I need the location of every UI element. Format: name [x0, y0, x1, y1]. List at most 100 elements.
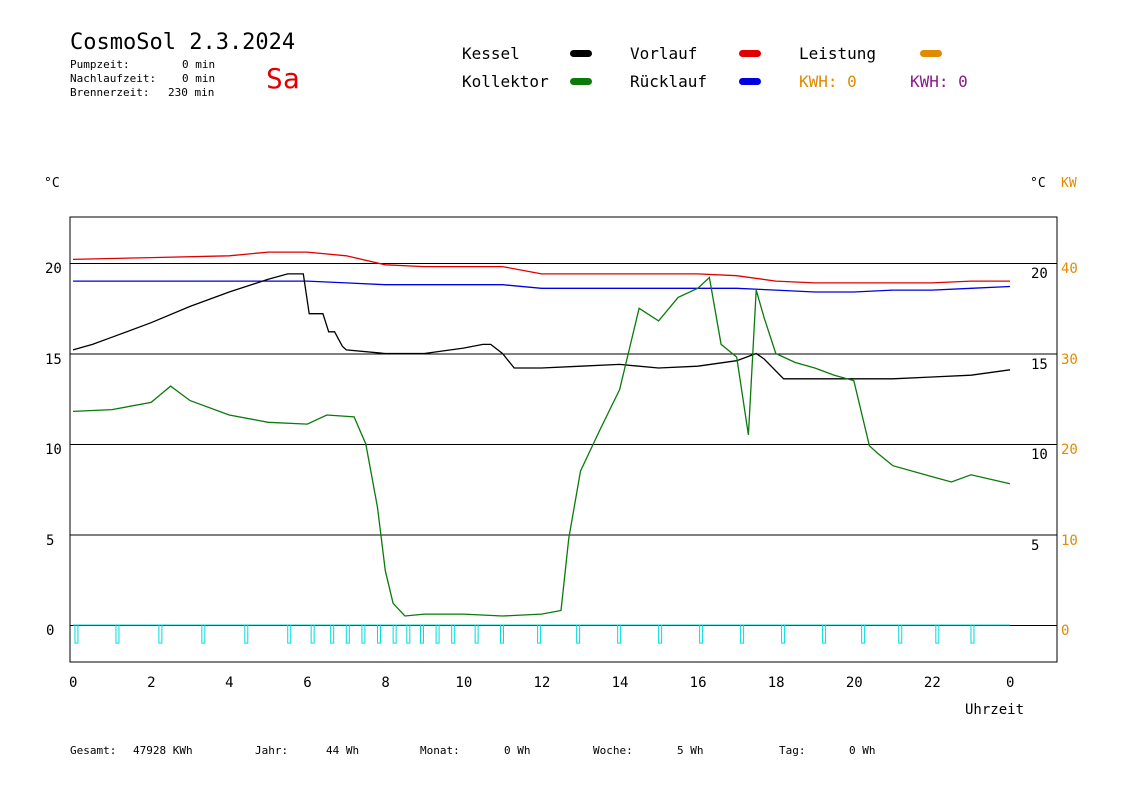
- footer-jahr-value: 44 Wh: [326, 744, 360, 757]
- x-axis-title: Uhrzeit: [965, 702, 1025, 718]
- legend-kessel-label: Kessel: [462, 44, 520, 63]
- legend-vorlauf-swatch: [739, 50, 761, 57]
- right-axis-unit-kw: KW: [1061, 176, 1077, 191]
- left-y-tick-label: 0: [46, 623, 55, 639]
- pump-pulse: [406, 624, 411, 644]
- pump-pulse: [201, 624, 206, 644]
- x-tick-label: 6: [303, 675, 312, 691]
- x-tick-label: 4: [225, 675, 234, 691]
- series-line-kollektor: [72, 276, 1011, 617]
- right-y-tick-label-kw: 30: [1061, 351, 1078, 368]
- legend-leistung-label: Leistung: [799, 44, 877, 63]
- pump-pulse: [345, 624, 350, 644]
- stat-nachlaufzeit-value: 0 min: [182, 72, 216, 85]
- stat-pumpzeit-value: 0 min: [182, 58, 216, 71]
- pump-pulse: [330, 624, 335, 644]
- right-y-tick-label-kw: 10: [1061, 532, 1078, 549]
- pump-pulse: [781, 624, 786, 644]
- footer-gesamt-value: 47928 KWh: [133, 744, 193, 757]
- footer-monat-value: 0 Wh: [504, 744, 531, 757]
- pump-pulse: [576, 624, 581, 644]
- pump-pulse: [158, 624, 163, 644]
- left-y-tick-label: 10: [45, 442, 62, 458]
- pump-pulse: [435, 624, 440, 644]
- pump-pulse: [970, 624, 975, 644]
- x-tick-label: 0: [69, 675, 78, 691]
- right-y-tick-label-celsius: 10: [1031, 447, 1048, 463]
- grid-lines: [70, 263, 1057, 626]
- x-tick-label: 2: [147, 675, 156, 691]
- legend-ruecklauf-swatch: [739, 78, 761, 85]
- pump-pulse: [74, 624, 79, 644]
- legend-kwh-leistung: KWH: 0: [799, 72, 857, 91]
- footer-gesamt-label: Gesamt:: [70, 744, 117, 757]
- series-line-kessel: [72, 273, 1011, 380]
- legend-kessel-swatch: [570, 50, 592, 57]
- x-tick-label: 0: [1006, 675, 1015, 691]
- legend-leistung-swatch: [920, 50, 942, 57]
- pump-pulse: [500, 624, 505, 644]
- right-y-tick-label-kw: 40: [1061, 261, 1078, 277]
- right-y-tick-label-celsius: 5: [1031, 537, 1040, 554]
- pump-pulse: [898, 624, 903, 644]
- pump-pulse: [419, 624, 424, 644]
- stat-brennerzeit-label: Brennerzeit:: [70, 86, 150, 99]
- pump-pulse: [361, 624, 366, 644]
- footer-woche-value: 5 Wh: [677, 744, 704, 757]
- pump-pulse: [377, 624, 382, 644]
- x-tick-label: 22: [923, 675, 941, 691]
- pump-pulse: [935, 624, 940, 644]
- left-axis-unit: °C: [44, 176, 60, 191]
- legend-kwh-second: KWH: 0: [910, 72, 968, 91]
- footer-monat-label: Monat:: [420, 744, 460, 757]
- chart-title: CosmoSol 2.3.2024: [70, 30, 296, 55]
- plot-frame: [69, 216, 1058, 663]
- pump-pulse: [451, 624, 456, 644]
- right-y-tick-label-kw: 20: [1061, 442, 1078, 458]
- pump-pulse: [699, 624, 704, 644]
- stat-brennerzeit-value: 230 min: [168, 86, 215, 99]
- footer-tag-value: 0 Wh: [849, 744, 876, 757]
- series-line-rcklauf: [73, 280, 1011, 293]
- series-line-vorlauf: [72, 251, 1010, 284]
- pump-pulse: [244, 624, 249, 644]
- right-y-tick-label-celsius: 20: [1031, 266, 1048, 282]
- legend-vorlauf-label: Vorlauf: [630, 44, 698, 63]
- pump-pulse: [474, 624, 479, 644]
- left-y-tick-label: 5: [46, 532, 55, 549]
- pump-pulse: [287, 624, 292, 644]
- left-y-tick-label: 15: [45, 351, 62, 368]
- x-tick-label: 16: [689, 675, 707, 691]
- pump-pulse: [658, 624, 663, 644]
- legend-kollektor-swatch: [570, 78, 592, 85]
- right-y-tick-label-celsius: 15: [1031, 356, 1048, 373]
- right-y-tick-label-kw: 0: [1061, 623, 1070, 639]
- stat-nachlaufzeit-label: Nachlaufzeit:: [70, 72, 157, 85]
- pump-pulse: [822, 624, 827, 644]
- pump-pulse: [861, 624, 866, 644]
- x-tick-label: 10: [455, 675, 473, 691]
- left-y-tick-label: 20: [45, 261, 62, 277]
- pump-pulse: [537, 624, 542, 644]
- legend-ruecklauf-label: Rücklauf: [630, 72, 708, 91]
- series-group: [72, 251, 1011, 617]
- footer-woche-label: Woche:: [593, 744, 633, 757]
- pump-pulse: [617, 624, 622, 644]
- footer-jahr-label: Jahr:: [255, 744, 289, 757]
- stat-pumpzeit-label: Pumpzeit:: [70, 58, 130, 71]
- pump-pulse: [392, 624, 397, 644]
- pump-pulse: [310, 624, 315, 644]
- x-tick-label: 20: [845, 675, 863, 691]
- x-tick-label: 12: [533, 675, 551, 691]
- pump-pulse: [740, 624, 745, 644]
- right-axis-unit-celsius: °C: [1030, 176, 1046, 191]
- footer-tag-label: Tag:: [779, 744, 806, 757]
- x-tick-label: 8: [381, 675, 390, 691]
- weekday-label: Sa: [266, 62, 300, 95]
- x-tick-label: 18: [767, 675, 785, 691]
- legend-kollektor-label: Kollektor: [462, 72, 549, 91]
- pump-pulses: [73, 624, 1010, 644]
- x-tick-label: 14: [611, 675, 629, 691]
- pump-pulse: [115, 624, 120, 644]
